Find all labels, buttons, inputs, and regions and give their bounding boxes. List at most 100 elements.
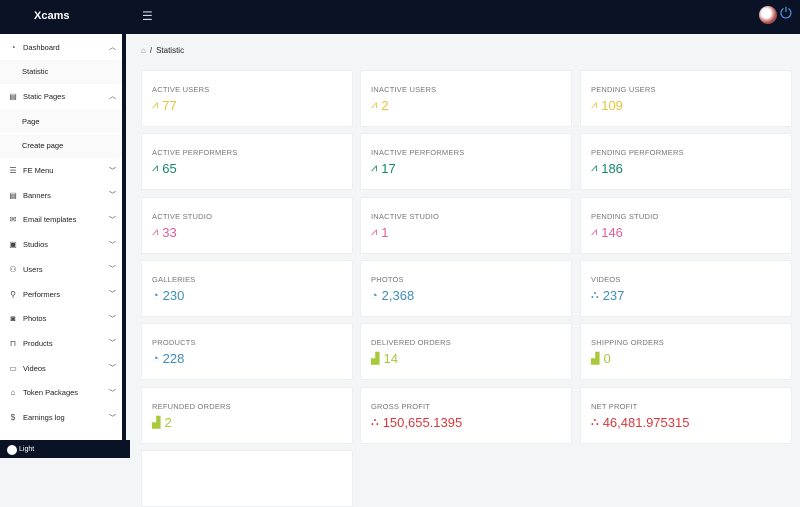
stat-card-net-profit: NET PROFIT ⛬ 46,481.975315 [580, 387, 792, 444]
sidebar-item-performers[interactable]: ⚲ Performers ﹀ [0, 282, 122, 306]
chevron-down-icon[interactable]: ﹀ [109, 389, 116, 397]
stat-label: VIDEOS [591, 275, 621, 284]
breadcrumb: ⌂ / Statistic [141, 46, 184, 55]
sidebar-item-dashboard[interactable]: ◔ Dashboard ︿ [0, 35, 122, 59]
sidebar: ◔ Dashboard ︿ Statistic ▤ Static Pages ︿ Page Cr… [0, 34, 126, 440]
stat-card-galleries: GALLERIES ◔ 230 [141, 260, 353, 317]
sidebar-item-photos[interactable]: ◙ Photos ﹀ [0, 307, 122, 331]
stat-value: 33 [162, 225, 177, 240]
sidebar-item-label: Photos [23, 314, 47, 324]
stat-label: SHIPPING ORDERS [591, 338, 665, 347]
stat-label: ACTIVE PERFORMERS [152, 148, 238, 157]
theme-label: Light [19, 446, 35, 453]
sidebar-item-label: Users [23, 264, 43, 274]
stat-card-delivered-orders: DELIVERED ORDERS ▟ 14 [360, 323, 572, 380]
line-chart-icon: ⩘ [371, 226, 378, 238]
stat-card-inactive-performers: INACTIVE PERFORMERS ⩘ 17 [360, 133, 572, 190]
stat-value: 65 [162, 161, 177, 176]
mail-icon: ✉ [9, 215, 17, 225]
menu-icon: ☰ [9, 166, 17, 175]
stat-value: 14 [383, 351, 398, 366]
stat-card-photos: PHOTOS ◔ 2,368 [360, 260, 572, 317]
stat-card-shipping-orders: SHIPPING ORDERS ▟ 0 [580, 323, 792, 380]
sidebar-item-label: Videos [23, 363, 46, 373]
chevron-down-icon[interactable]: ﹀ [109, 340, 116, 348]
stat-value: 0 [603, 351, 611, 366]
stat-card-inactive-users: INACTIVE USERS ⩘ 2 [360, 70, 572, 127]
sidebar-item-label: Statistic [22, 67, 49, 77]
user-icon: ⚇ [9, 264, 17, 274]
stat-value: 230 [162, 288, 185, 303]
stat-card-products: PRODUCTS ◔ 228 [141, 323, 353, 380]
stat-label: PENDING STUDIO [591, 212, 659, 221]
sidebar-item-email-templates[interactable]: ✉ Email templates ﹀ [0, 208, 122, 232]
stat-value: 228 [162, 351, 185, 366]
logo[interactable]: Xcams [34, 10, 70, 22]
stat-value: 1 [381, 225, 389, 240]
chevron-down-icon[interactable]: ﹀ [109, 315, 116, 323]
sidebar-item-create-page[interactable]: Create page [0, 133, 122, 158]
theme-toggle-icon[interactable] [7, 445, 17, 455]
theme-switch[interactable] [0, 440, 130, 458]
sidebar-item-label: Dashboard [23, 42, 60, 52]
chevron-down-icon[interactable]: ﹀ [109, 365, 116, 373]
stat-card-pending-performers: PENDING PERFORMERS ⩘ 186 [580, 133, 792, 190]
sidebar-item-earnings-log[interactable]: $ Earnings log ﹀ [0, 406, 122, 430]
sidebar-item-label: Page [22, 116, 40, 126]
dashboard-icon: ◔ [10, 42, 16, 52]
chevron-down-icon[interactable]: ﹀ [109, 414, 116, 422]
stat-card-pending-users: PENDING USERS ⩘ 109 [580, 70, 792, 127]
bag-icon: ⊓ [9, 338, 17, 348]
chevron-up-icon[interactable]: ︿ [109, 44, 116, 51]
breadcrumb-current: Statistic [156, 46, 185, 55]
logout-icon[interactable]: ⏻ [780, 5, 792, 22]
avatar[interactable] [759, 6, 777, 24]
dot-chart-icon: ⛬ [371, 416, 379, 428]
dollar-icon: $ [10, 413, 16, 422]
sidebar-item-static-pages[interactable]: ▤ Static Pages ︿ [0, 84, 122, 108]
stat-value: 109 [601, 98, 623, 113]
pin-icon: ⚲ [10, 289, 16, 299]
camera-icon: ◙ [10, 314, 16, 324]
chevron-down-icon[interactable]: ﹀ [109, 192, 116, 200]
sidebar-item-users[interactable]: ⚇ Users ﹀ [0, 257, 122, 281]
sidebar-item-page[interactable]: Page [0, 109, 122, 134]
chevron-down-icon[interactable]: ﹀ [109, 291, 116, 298]
menu-fold-icon[interactable]: ☰ [142, 9, 153, 23]
sidebar-item-label: Banners [23, 190, 51, 200]
area-chart-icon: ▟ [152, 417, 161, 429]
line-chart-icon: ⩘ [591, 226, 598, 238]
sidebar-item-fe-menu[interactable]: ☰ FE Menu ﹀ [0, 159, 122, 183]
chevron-down-icon[interactable]: ﹀ [109, 216, 116, 224]
stat-card-gross-profit: GROSS PROFIT ⛬ 150,655.1395 [360, 387, 572, 444]
stat-value: 2 [164, 415, 172, 430]
chevron-down-icon[interactable]: ﹀ [109, 266, 116, 274]
stat-card-active-performers: ACTIVE PERFORMERS ⩘ 65 [141, 133, 353, 190]
line-chart-icon: ⩘ [152, 226, 159, 238]
studio-icon: ▣ [9, 240, 17, 250]
stat-label: INACTIVE PERFORMERS [371, 148, 465, 157]
sidebar-item-label: Products [23, 338, 53, 348]
stat-value: 77 [162, 98, 177, 113]
stat-label: INACTIVE USERS [371, 85, 437, 94]
home-icon[interactable]: ⌂ [141, 46, 146, 55]
chevron-down-icon[interactable]: ﹀ [109, 167, 116, 175]
line-chart-icon: ⩘ [371, 99, 378, 111]
stat-value: 46,481.975315 [602, 415, 690, 430]
sidebar-item-videos[interactable]: ▭ Videos ﹀ [0, 356, 122, 380]
chevron-down-icon[interactable]: ﹀ [109, 241, 116, 249]
sidebar-item-banners[interactable]: ▤ Banners ﹀ [0, 183, 122, 207]
sidebar-item-products[interactable]: ⊓ Products ﹀ [0, 331, 122, 355]
stat-label: PRODUCTS [152, 338, 196, 347]
sidebar-item-studios[interactable]: ▣ Studios ﹀ [0, 233, 122, 257]
stat-value: 186 [601, 161, 623, 176]
stat-label: REFUNDED ORDERS [152, 402, 231, 411]
stat-label: INACTIVE STUDIO [371, 212, 440, 221]
chevron-up-icon[interactable]: ︿ [109, 93, 116, 101]
sidebar-item-token-packages[interactable]: ⌂ Token Packages ﹀ [0, 381, 122, 405]
sidebar-item-label: FE Menu [23, 166, 54, 175]
sidebar-item-statistic[interactable]: Statistic [0, 59, 122, 84]
stat-value: 237 [602, 288, 625, 303]
stat-value: 17 [381, 161, 396, 176]
stat-label: PENDING USERS [591, 85, 656, 94]
